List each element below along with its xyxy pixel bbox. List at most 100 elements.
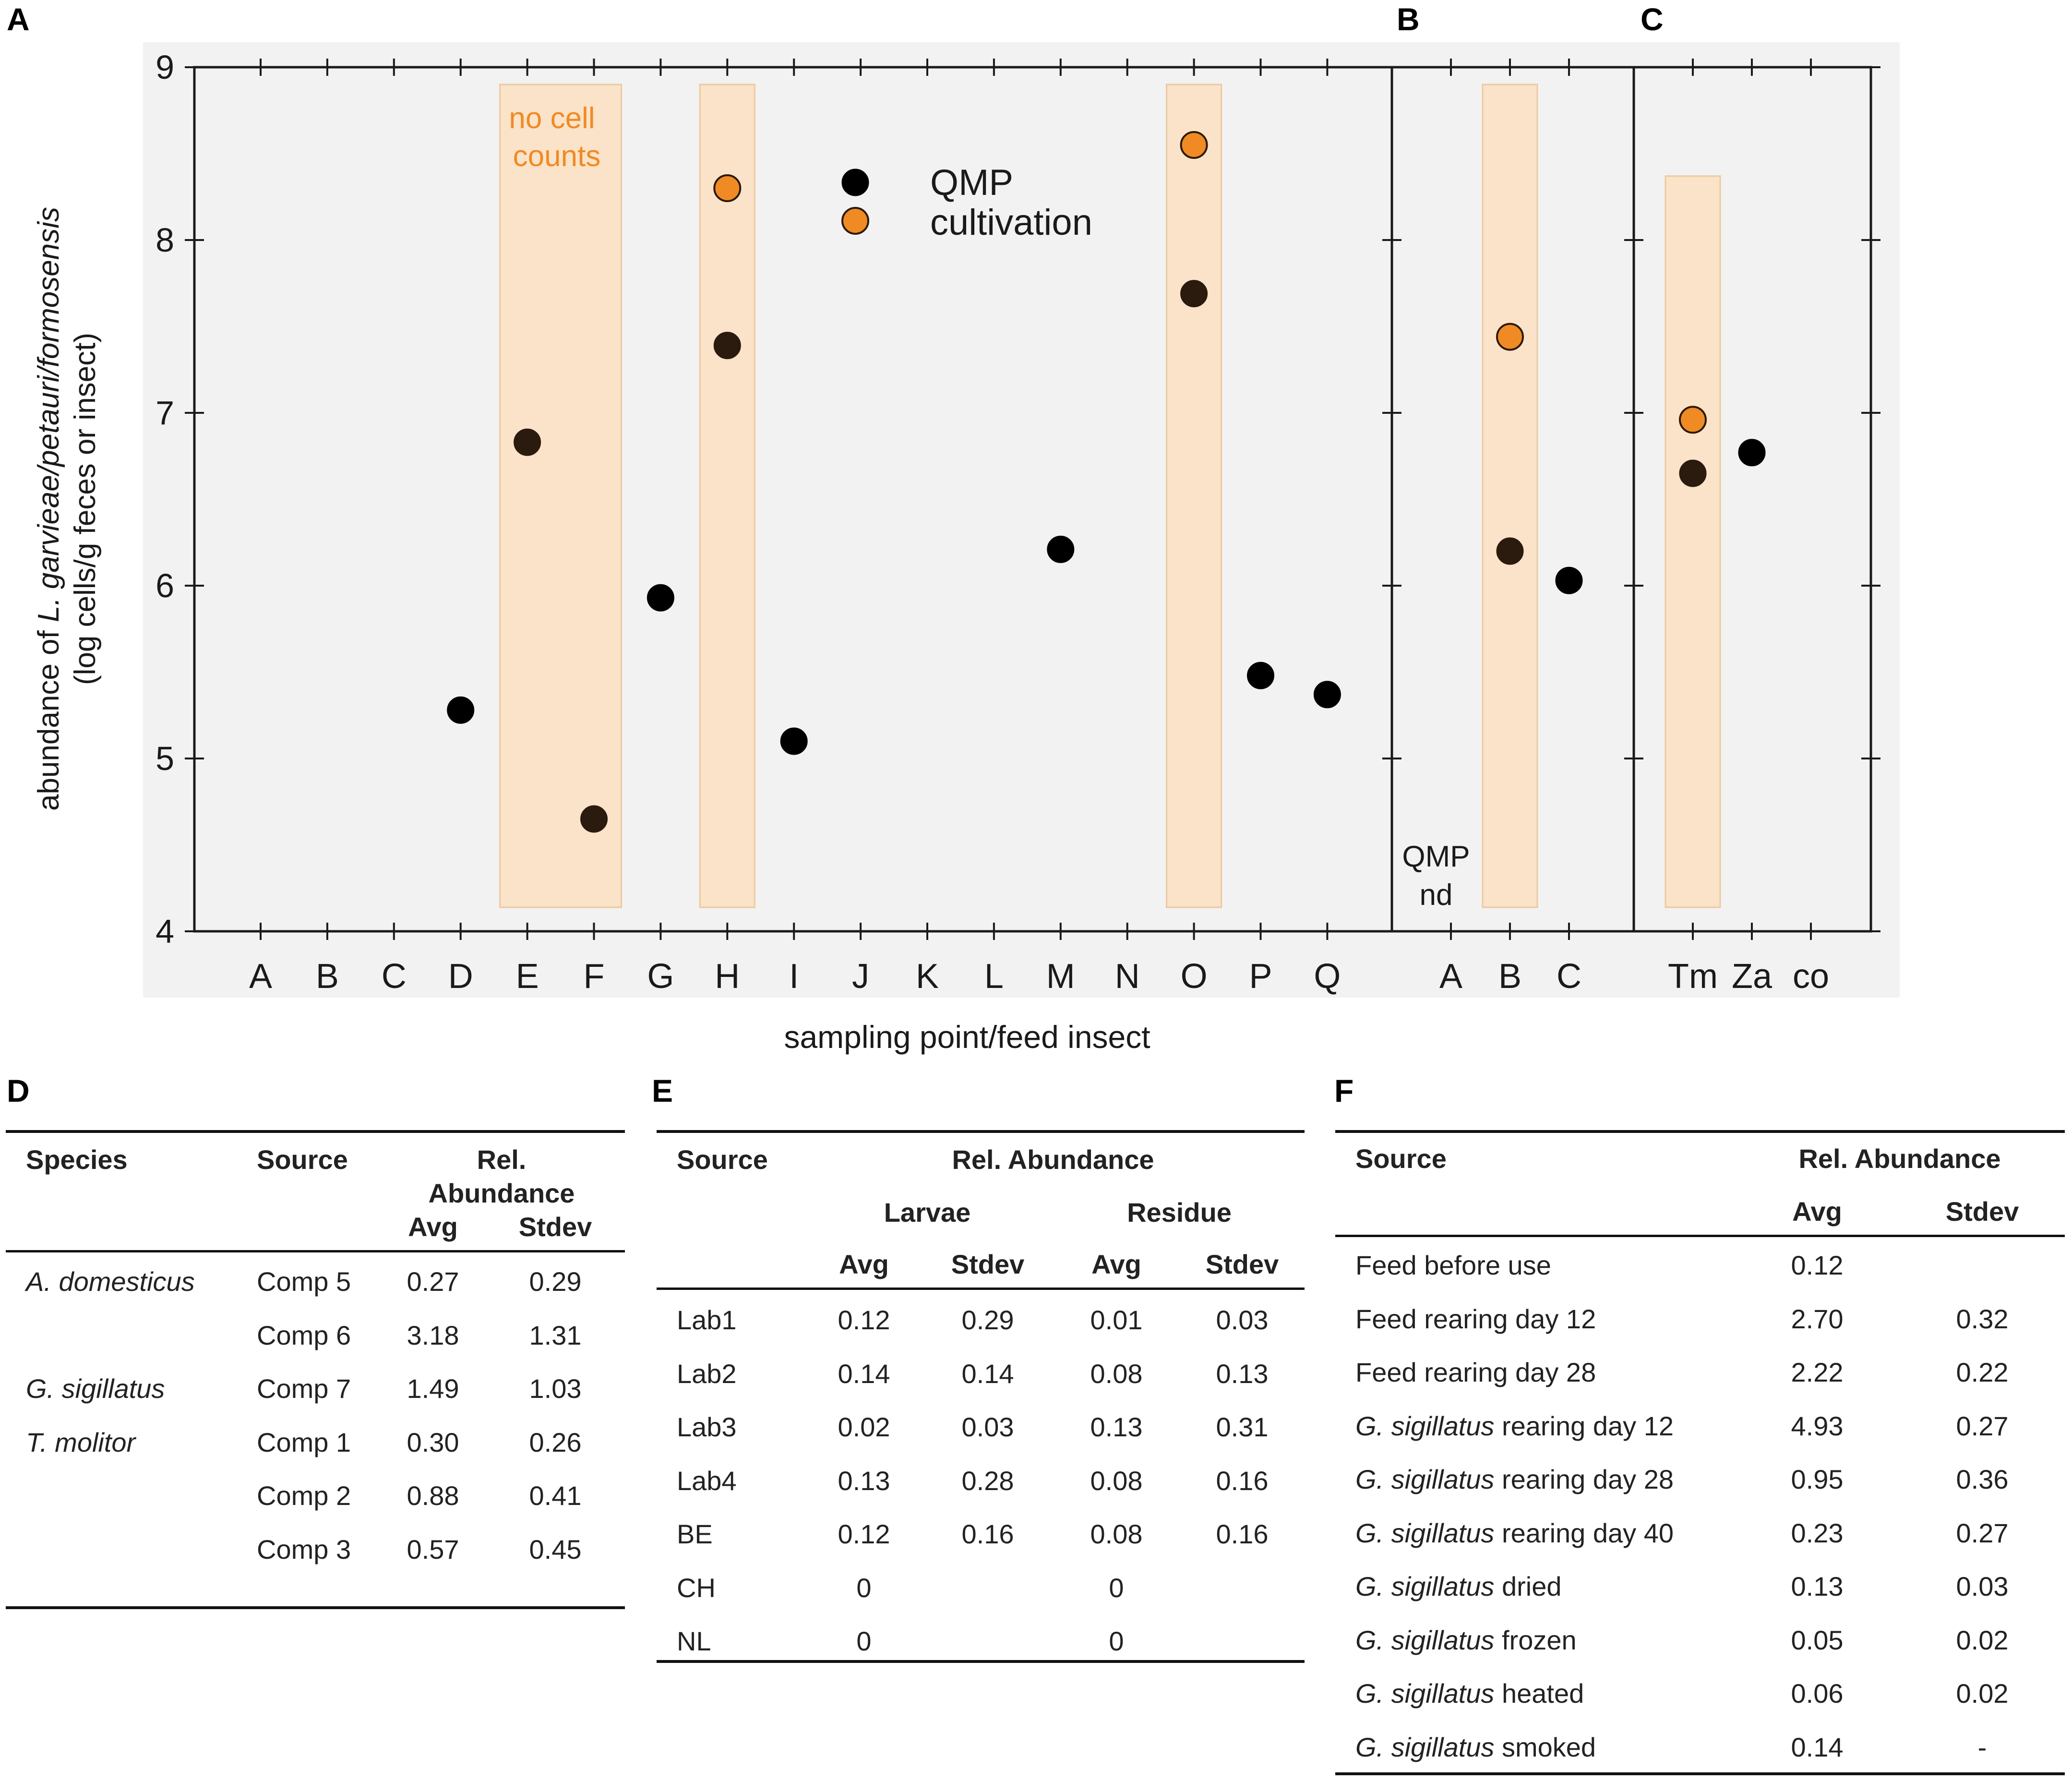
data-points [447, 131, 1766, 833]
x-tick-label-a-k: K [916, 957, 939, 996]
table-e-larvae-avg: 0.02 [838, 1412, 890, 1442]
qmp-point-b-c [1555, 566, 1583, 594]
table-d-stdev: 0.41 [529, 1480, 582, 1511]
table-d-header-species: Species [26, 1144, 128, 1175]
table-e-residue-avg: 0.08 [1090, 1519, 1143, 1549]
table-e-header-larvae-avg: Avg [839, 1249, 889, 1279]
chart-background [143, 42, 1900, 998]
table-e-top-rule [657, 1130, 1305, 1133]
x-tick-label-a-p: P [1249, 957, 1272, 996]
table-d-avg: 0.27 [407, 1266, 459, 1297]
qmp-point-a-d [447, 696, 475, 724]
table-e-larvae-stdev: 0.29 [961, 1305, 1014, 1335]
table-e-larvae-avg: 0 [856, 1626, 872, 1656]
legend-label-qmp: QMP [930, 162, 1013, 203]
table-f-source: G. sigillatus smoked [1355, 1732, 1596, 1762]
x-tick-label-a-c: C [382, 957, 407, 996]
y-tick-label: 8 [156, 221, 174, 259]
table-d-header-avg: Avg [408, 1212, 458, 1242]
table-d-source: Comp 7 [257, 1373, 351, 1404]
y-axis-label-species: L. garvieae/petauri/formosensis [32, 207, 65, 622]
highlight-band-a-0 [499, 84, 622, 908]
table-e-larvae-avg: 0 [856, 1572, 872, 1603]
x-tick-label-b-a: A [1439, 957, 1462, 996]
table-e-residue-avg: 0.13 [1090, 1412, 1143, 1442]
table-d-stdev: 1.03 [529, 1373, 582, 1404]
table-e-larvae-avg: 0.12 [838, 1519, 890, 1549]
table-e: Source Rel. Abundance Larvae Residue Avg… [657, 1123, 1305, 1666]
table-f-avg: 0.95 [1791, 1464, 1844, 1494]
table-e-source: BE [677, 1519, 713, 1549]
qmp-point-a-o [1180, 280, 1208, 308]
table-f-stdev: 0.32 [1956, 1303, 2009, 1334]
table-d-source: Comp 6 [257, 1320, 351, 1350]
table-f-source: Feed before use [1355, 1252, 1551, 1279]
y-axis-label-prefix: abundance of [32, 622, 65, 811]
x-tick-label-a-h: H [715, 957, 740, 996]
x-tick-label-a-d: D [448, 957, 473, 996]
x-tick-label-a-j: J [852, 957, 869, 996]
table-e-residue-avg: 0.08 [1090, 1358, 1143, 1389]
qmp-point-a-g [647, 584, 674, 612]
table-f-source-text: rearing day 12 [1494, 1410, 1674, 1441]
legend-marker-cultivation [841, 207, 869, 235]
qmp-point-a-p [1247, 662, 1274, 689]
qmp-nd-line1: QMP [1402, 840, 1470, 873]
table-e-header-residue-avg: Avg [1091, 1249, 1141, 1279]
table-e-larvae-avg: 0.12 [838, 1305, 890, 1335]
table-d-species: T. molitor [26, 1427, 136, 1457]
table-e-larvae-stdev: 0.14 [961, 1358, 1014, 1389]
table-d-species: G. sigillatus [26, 1373, 165, 1404]
y-tick-label: 6 [156, 567, 174, 604]
table-e-larvae-stdev: 0.16 [961, 1519, 1014, 1549]
table-f-species: G. sigillatus [1355, 1732, 1495, 1762]
table-f-stdev: 0.22 [1956, 1357, 2009, 1387]
table-f-source-text: rearing day 40 [1494, 1517, 1674, 1548]
axis-ticks [185, 59, 1880, 940]
table-e-header-rule [657, 1288, 1305, 1290]
table-f-avg: 0.05 [1791, 1625, 1844, 1655]
table-e-residue-avg: 0.08 [1090, 1465, 1143, 1496]
table-e-source: Lab4 [677, 1465, 737, 1496]
table-d-avg: 0.57 [407, 1534, 459, 1564]
table-f-source: Feed rearing day 12 [1355, 1305, 1596, 1333]
table-f-stdev: 0.02 [1956, 1625, 2009, 1655]
qmp-point-a-f [580, 805, 608, 833]
table-f-species: G. sigillatus [1355, 1678, 1495, 1709]
table-f-source: G. sigillatus dried [1355, 1573, 1562, 1600]
table-f-source: G. sigillatus rearing day 40 [1355, 1517, 1674, 1548]
table-f-species: G. sigillatus [1355, 1464, 1495, 1494]
table-f-species: G. sigillatus [1355, 1625, 1495, 1655]
table-d-header-rule [6, 1250, 625, 1252]
cultivation-point-a-o [1180, 131, 1208, 159]
table-f-source: G. sigillatus heated [1355, 1680, 1584, 1707]
table-d-source: Comp 2 [257, 1480, 351, 1511]
table-e-header-rel: Rel. Abundance [952, 1144, 1154, 1175]
x-tick-label-c-co: co [1793, 957, 1829, 996]
table-e-residue-avg: 0 [1109, 1572, 1124, 1603]
table-f-source: G. sigillatus rearing day 28 [1355, 1466, 1674, 1493]
table-f-source: Feed rearing day 28 [1355, 1359, 1596, 1386]
table-f-header-stdev: Stdev [1945, 1196, 2019, 1227]
table-e-header-source: Source [677, 1144, 768, 1175]
qmp-point-a-e [514, 428, 541, 456]
table-f-bottom-rule [1335, 1772, 2065, 1775]
table-d-stdev: 0.45 [529, 1534, 582, 1564]
table-f-avg: 4.93 [1791, 1410, 1844, 1441]
table-e-header-larvae-stdev: Stdev [951, 1249, 1025, 1279]
qmp-point-a-q [1313, 681, 1341, 709]
x-tick-label-a-i: I [789, 957, 799, 996]
table-e-source: Lab2 [677, 1358, 737, 1389]
qmp-point-b-b [1496, 537, 1524, 565]
cultivation-point-c-tm [1679, 406, 1707, 434]
qmp-point-c-za [1738, 439, 1766, 467]
y-axis-label-line1: abundance of L. garvieae/petauri/formose… [32, 207, 65, 811]
panel-label-c: C [1641, 1, 1664, 37]
table-f-source-text: smoked [1494, 1732, 1596, 1762]
table-f-avg: 2.70 [1791, 1303, 1844, 1334]
x-tick-labels: A B C D E F G H I J K L M N O P Q A B C Tm Za co [249, 957, 1829, 996]
table-f-source-text: rearing day 28 [1494, 1464, 1674, 1494]
table-d-avg: 0.30 [407, 1427, 459, 1457]
x-tick-label-a-f: F [584, 957, 605, 996]
